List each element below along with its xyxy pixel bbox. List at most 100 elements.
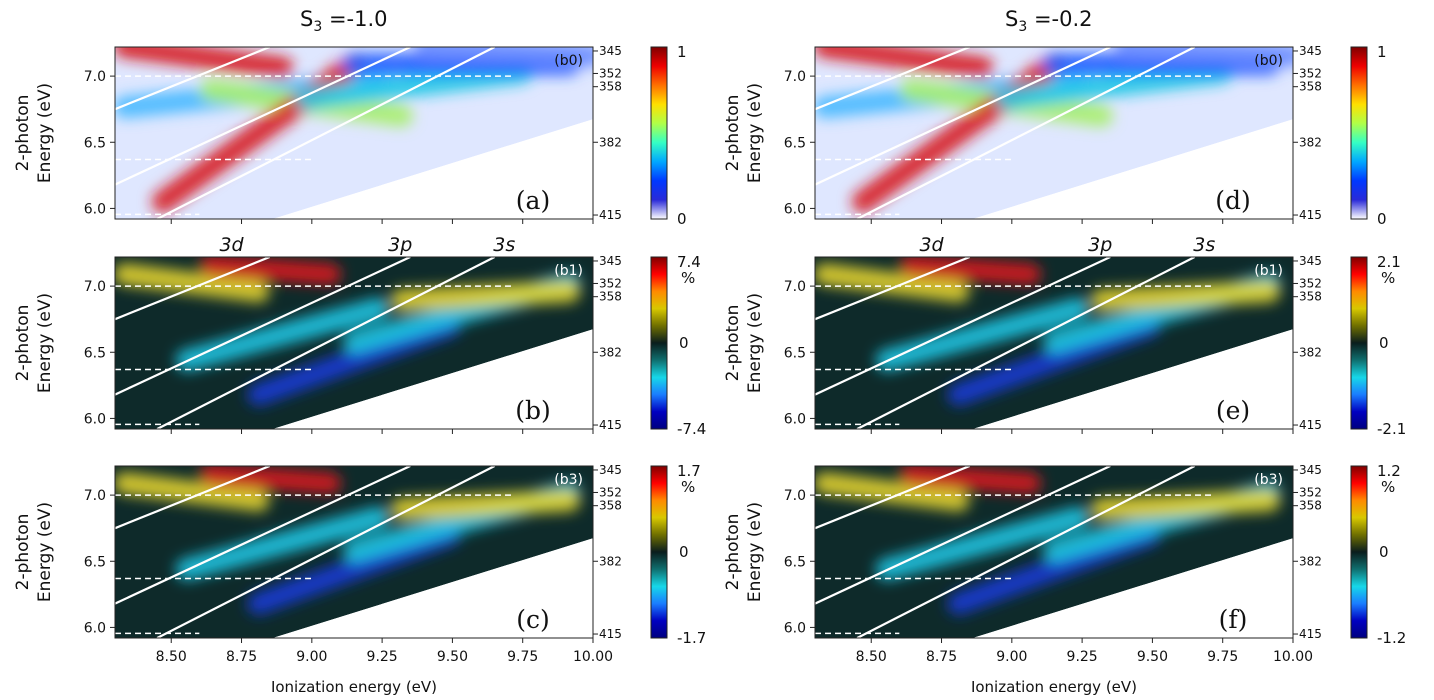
colorbar-unit: % [1381,478,1395,496]
y-axis-label-2: Energy (eV) [745,502,765,602]
colorbar-max: 1.2 [1377,462,1401,480]
panel-label: (a) [516,186,550,215]
panel-label: (c) [516,605,550,634]
guide-line-2 [115,47,411,186]
y-axis-label-2: Energy (eV) [745,83,765,183]
right-tick-label: 358 [1299,290,1322,304]
right-tick-label: 345 [1299,463,1322,477]
colorbar-max: 1 [1377,43,1387,61]
colorbar-unit: % [681,478,695,496]
plot-frame [114,465,594,639]
right-tick-label: 415 [1299,627,1322,641]
right-tick-label: 358 [599,80,622,94]
y-tick-label: 7.0 [84,279,106,295]
colorbar [650,256,668,430]
heatmap-a [115,47,593,219]
colorbar-min: 0 [677,210,687,228]
right-tick-label: 358 [1299,499,1322,513]
colorbar-max: 1 [677,43,687,61]
y-axis-label-1: 2-photon [13,95,33,172]
orbital-label-3p: 3p [1088,234,1112,256]
heatmap-b [115,257,593,429]
x-tick-label: 8.50 [856,649,887,665]
guide-line-1 [815,47,971,111]
guide-line-2 [115,257,411,396]
right-tick-label: 415 [599,208,622,222]
colorbar-min: -7.4 [677,420,706,438]
orbital-label-3d: 3d [219,234,244,256]
y-tick-label: 7.0 [784,69,806,85]
colorbar-max: 7.4 [677,253,701,271]
guide-line-1 [115,257,271,321]
y-axis-label-1: 2-photon [723,95,743,172]
right-tick-label: 345 [599,44,622,58]
panel-label: (b) [515,396,551,425]
y-axis-label-2: Energy (eV) [35,293,55,393]
right-tick-label: 382 [1299,135,1322,149]
right-tick-label: 415 [1299,418,1322,432]
y-axis-label-1: 2-photon [723,514,743,591]
x-tick-label: 9.75 [1207,649,1238,665]
colorbar-min: -1.7 [677,629,706,647]
y-tick-label: 7.0 [784,488,806,504]
guide-line-1 [115,466,271,530]
panel-label: (f) [1219,605,1248,634]
plot-frame [814,46,1294,220]
right-tick-label: 415 [1299,208,1322,222]
right-tick-label: 415 [599,627,622,641]
colorbar-max: 1.7 [677,462,701,480]
y-axis-label-2: Energy (eV) [745,293,765,393]
x-tick-label: 9.50 [437,649,468,665]
colorbar-zero: 0 [1379,543,1389,561]
panel-tag: (b3) [554,472,583,488]
guide-line-1 [815,466,971,530]
right-tick-label: 345 [599,463,622,477]
right-tick-label: 352 [1299,276,1322,290]
panel-tag: (b0) [554,53,583,69]
x-tick-label: 8.50 [156,649,187,665]
orbital-label-3s: 3s [493,234,515,256]
y-tick-label: 6.5 [84,554,106,570]
right-tick-label: 345 [599,254,622,268]
x-tick-label: 9.50 [1137,649,1168,665]
right-tick-label: 382 [599,554,622,568]
right-tick-label: 358 [599,499,622,513]
x-tick-label: 10.00 [573,649,613,665]
colorbar-zero: 0 [679,334,689,352]
y-axis-label-1: 2-photon [13,305,33,382]
right-tick-label: 382 [1299,345,1322,359]
x-tick-label: 8.75 [926,649,957,665]
panel-tag: (b0) [1254,53,1283,69]
colorbar [1350,256,1368,430]
heatmap-d [815,47,1293,219]
panel-tag: (b1) [1254,263,1283,279]
y-axis-label-2: Energy (eV) [35,83,55,183]
column-title-left: S3 =-1.0 [300,7,388,35]
guide-line-2 [815,466,1111,605]
right-tick-label: 382 [599,135,622,149]
plot-frame [814,256,1294,430]
y-tick-label: 6.5 [784,135,806,151]
colorbar-max: 2.1 [1377,253,1401,271]
colorbar-unit: % [681,269,695,287]
y-axis-label-1: 2-photon [13,514,33,591]
right-tick-label: 352 [1299,66,1322,80]
colorbar-min: 0 [1377,210,1387,228]
colorbar-unit: % [1381,269,1395,287]
right-tick-label: 415 [599,418,622,432]
y-tick-label: 6.0 [784,411,806,427]
column-title-right: S3 =-0.2 [1005,7,1093,35]
plot-frame [114,46,594,220]
colorbar-zero: 0 [679,543,689,561]
panel-label: (d) [1215,186,1251,215]
orbital-label-3s: 3s [1193,234,1215,256]
heatmap-c [115,466,593,638]
guide-line-2 [815,47,1111,186]
y-tick-label: 6.0 [84,201,106,217]
colorbar-zero: 0 [1379,334,1389,352]
